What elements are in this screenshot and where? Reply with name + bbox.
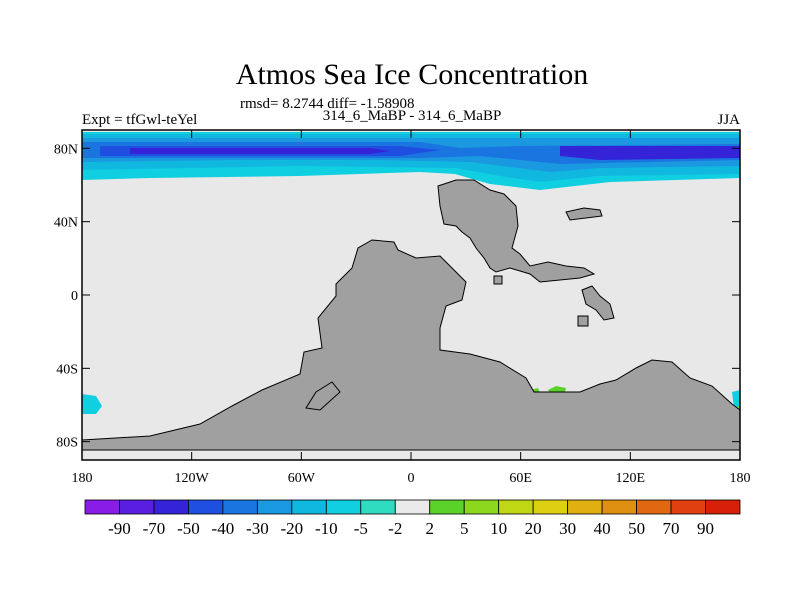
- arctic-band-50: [130, 148, 390, 154]
- land-eurasia: [437, 179, 596, 283]
- colorbar-swatch: [291, 499, 327, 515]
- difference-label: 314_6_MaBP - 314_6_MaBP: [323, 108, 502, 124]
- arctic-band-50-east: [560, 146, 740, 160]
- colorbar-label: -50: [177, 519, 200, 538]
- land-island-4: [493, 275, 503, 285]
- colorbar-swatch: [429, 499, 465, 515]
- land-island-3: [577, 315, 589, 327]
- chart-title: Atmos Sea Ice Concentration: [236, 58, 588, 91]
- colorbar: -90 -70 -50 -40 -30 -20 -10 -5 -2 2 5 10 20 30 40 50 70 9…: [84, 499, 741, 538]
- colorbar-swatch: [567, 499, 603, 515]
- land-island-1: [565, 207, 603, 221]
- colorbar-label: -90: [108, 519, 131, 538]
- x-tick-label: 180: [72, 471, 93, 486]
- land-masses: [81, 179, 741, 451]
- x-axis: 180 120W 60W 0 60E 120E 180: [72, 130, 751, 486]
- patch-far-west: [82, 394, 102, 414]
- colorbar-swatch: [119, 499, 155, 515]
- x-tick-label: 60W: [288, 471, 316, 486]
- colorbar-swatch: [325, 499, 362, 515]
- y-tick-label: 40N: [54, 216, 78, 231]
- arctic-ice-field: [82, 132, 740, 190]
- colorbar-label: -70: [143, 519, 166, 538]
- y-tick-label: 0: [71, 289, 78, 304]
- colorbar-label: 2: [425, 519, 434, 538]
- colorbar-swatch: [360, 499, 396, 515]
- stats-label: rmsd= 8.2744 diff= -1.58908: [240, 96, 415, 112]
- colorbar-swatch: [670, 499, 706, 515]
- x-tick-label: 120W: [175, 471, 210, 486]
- y-axis: 80N 40N 0 40S 80S: [54, 142, 740, 451]
- colorbar-label: 10: [490, 519, 507, 538]
- colorbar-label: 40: [594, 519, 611, 538]
- land-africa-antarctica-america: [81, 239, 741, 451]
- x-tick-label: 120E: [616, 471, 646, 486]
- x-tick-label: 0: [408, 471, 415, 486]
- colorbar-label: -5: [354, 519, 368, 538]
- colorbar-swatch: [84, 499, 120, 515]
- x-tick-label: 60E: [509, 471, 532, 486]
- y-tick-label: 80S: [56, 436, 78, 451]
- season-label: JJA: [717, 112, 740, 128]
- colorbar-swatch: [463, 499, 500, 515]
- colorbar-swatch: [153, 499, 189, 515]
- colorbar-label: 20: [525, 519, 542, 538]
- colorbar-swatch: [601, 499, 637, 515]
- colorbar-swatch: [498, 499, 534, 515]
- land-island-2: [581, 285, 615, 321]
- inland-sea: [305, 381, 341, 411]
- colorbar-swatch: [188, 499, 224, 515]
- colorbar-label: 5: [460, 519, 469, 538]
- colorbar-label: -10: [315, 519, 338, 538]
- colorbar-label: 90: [697, 519, 714, 538]
- colorbar-swatch: [636, 499, 672, 515]
- map-panel: [81, 129, 741, 461]
- colorbar-label: -30: [246, 519, 269, 538]
- x-tick-label: 180: [730, 471, 751, 486]
- colorbar-label: -40: [212, 519, 235, 538]
- y-tick-label: 40S: [56, 362, 78, 377]
- colorbar-swatch: [222, 499, 258, 515]
- colorbar-swatch: [532, 499, 569, 515]
- colorbar-label: 30: [559, 519, 576, 538]
- colorbar-swatch: [256, 499, 293, 515]
- colorbar-label: 50: [628, 519, 645, 538]
- colorbar-label: 70: [663, 519, 680, 538]
- colorbar-swatch: [394, 499, 431, 515]
- colorbar-label: -2: [388, 519, 402, 538]
- colorbar-swatch: [705, 499, 741, 515]
- experiment-label: Expt = tfGwl-teYel: [82, 112, 197, 128]
- colorbar-label: -20: [281, 519, 304, 538]
- y-tick-label: 80N: [54, 142, 78, 157]
